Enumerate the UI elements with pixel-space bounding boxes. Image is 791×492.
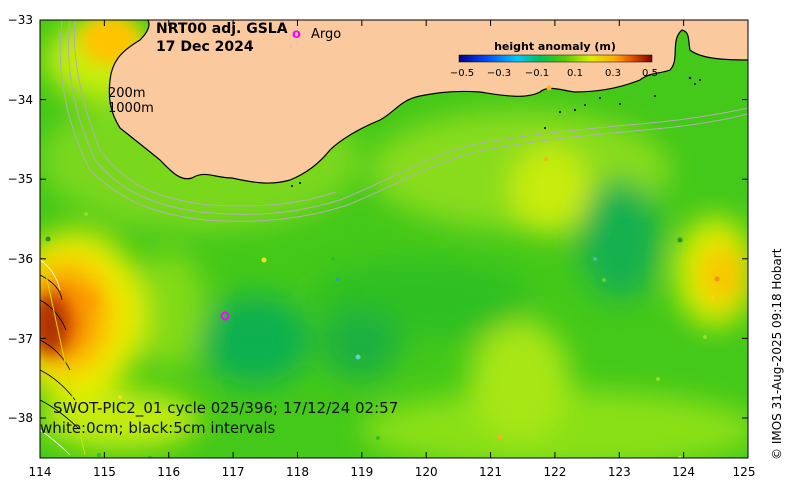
x-tick-label: 123: [608, 465, 631, 479]
colorbar-tick: −0.5: [450, 68, 474, 79]
y-tick-label: −34: [8, 93, 33, 107]
copyright-note: © IMOS 31-Aug-2025 09:18 Hobart: [770, 248, 784, 460]
x-axis: 114 115 116 117 118 119 120 121 122 123 …: [29, 20, 756, 479]
colorbar-tick: 0.3: [605, 68, 621, 79]
x-tick-label: 118: [286, 465, 309, 479]
x-tick-label: 125: [733, 465, 756, 479]
x-tick-label: 119: [350, 465, 373, 479]
isobath-label-200m: 200m: [108, 86, 145, 101]
coastline: [108, 20, 748, 184]
isobath-lines: [59, 20, 748, 222]
y-tick-label: −38: [8, 411, 33, 425]
colorbar: height anomaly (m) −0.5 −0.3 −0.1 0.1 0.…: [450, 40, 658, 79]
float-markers: [45, 85, 720, 458]
plot-frame: [39, 19, 749, 459]
y-tick-label: −37: [8, 332, 33, 346]
colorbar-tick: 0.1: [567, 68, 583, 79]
y-axis: −33 −34 −35 −36 −37 −38: [8, 13, 748, 425]
y-tick-label: −33: [8, 13, 33, 27]
x-tick-label: 122: [543, 465, 566, 479]
isobath-label-1000m: 1000m: [108, 101, 154, 116]
map-date: 17 Dec 2024: [156, 39, 254, 55]
x-tick-label: 116: [157, 465, 180, 479]
map-title: NRT00 adj. GSLA: [156, 21, 288, 37]
colorbar-tick: −0.3: [487, 68, 511, 79]
x-tick-label: 121: [479, 465, 502, 479]
swot-contour-legend: white:0cm; black:5cm intervals: [40, 419, 276, 437]
argo-legend-label: Argo: [311, 27, 341, 42]
colorbar-tick: −0.1: [525, 68, 549, 79]
coastal-islands: [291, 76, 701, 187]
x-tick-label: 117: [222, 465, 245, 479]
argo-legend: o Argo: [292, 27, 341, 42]
x-tick-label: 124: [672, 465, 695, 479]
y-tick-label: −35: [8, 172, 33, 186]
y-tick-label: −36: [8, 252, 33, 266]
colorbar-title: height anomaly (m): [494, 40, 616, 53]
x-tick-label: 115: [93, 465, 116, 479]
colorbar-tick: 0.5: [642, 68, 658, 79]
x-tick-label: 120: [415, 465, 438, 479]
swot-contours: [40, 259, 86, 456]
colorbar-gradient: [458, 54, 653, 63]
swot-pass-info: SWOT-PIC2_01 cycle 025/396; 17/12/24 02:…: [53, 399, 398, 418]
argo-legend-icon: o: [292, 27, 301, 42]
x-tick-label: 114: [29, 465, 52, 479]
